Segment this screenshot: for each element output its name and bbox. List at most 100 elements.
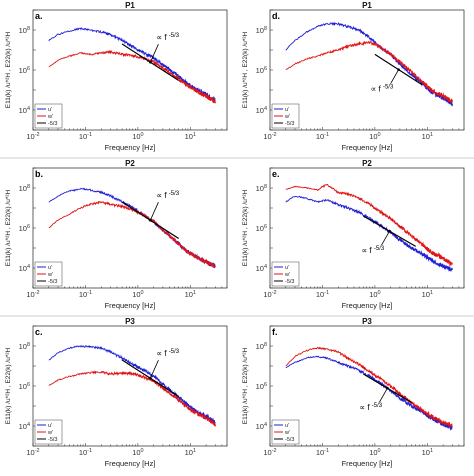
legend-entry: u' (285, 423, 289, 429)
y-axis-label: E11(k) /u*²H , E22(k) /u*²H (5, 31, 12, 108)
panel-label: b. (35, 169, 43, 179)
legend-entry: u' (48, 265, 52, 271)
panel-title: P1 (362, 1, 372, 10)
plot-frame (32, 9, 228, 131)
x-tick-label: 100 (369, 290, 380, 299)
y-tick-label: 104 (256, 264, 267, 273)
y-tick-label: 104 (19, 422, 30, 431)
w-series-line (48, 370, 216, 427)
y-tick-label: 104 (256, 106, 267, 115)
x-axis-label: Frequency [Hz] (105, 459, 156, 468)
panel-title: P2 (362, 159, 372, 168)
legend-entry: w' (47, 272, 53, 278)
x-tick-label: 10-2 (263, 448, 276, 457)
x-tick-label: 10-2 (263, 290, 276, 299)
y-tick-label: 108 (256, 342, 267, 351)
annotation-arrow (379, 388, 388, 403)
x-tick-label: 10-1 (316, 290, 329, 299)
x-tick-label: 10-2 (26, 132, 39, 141)
panel-title: P3 (362, 317, 372, 326)
spectrum-panel-f: 10-2 10-1 100 101 104 106 108 ∝ f -5/3 u'w'-5/3 P… (242, 317, 465, 468)
y-tick-label: 106 (19, 382, 30, 391)
annotation-arrow (381, 230, 390, 246)
annotation-arrow-head (388, 229, 391, 233)
legend-entry: -5/3 (48, 279, 57, 285)
annotation-arrow (390, 69, 399, 84)
y-tick-label: 104 (256, 422, 267, 431)
w-series-line (285, 40, 453, 105)
y-tick-label: 108 (256, 184, 267, 193)
y-tick-label: 108 (256, 26, 267, 35)
x-tick-label: 101 (185, 290, 196, 299)
y-tick-label: 106 (256, 382, 267, 391)
legend-entry: u' (48, 423, 52, 429)
x-tick-label: 10-2 (26, 290, 39, 299)
x-tick-label: 101 (422, 448, 433, 457)
legend-entry: u' (285, 265, 289, 271)
x-tick-label: 10-1 (316, 132, 329, 141)
y-tick-label: 106 (256, 66, 267, 75)
x-tick-label: 10-2 (26, 448, 39, 457)
y-axis-label: E11(k) /u*²H , E22(k) /u*²H (242, 31, 249, 108)
legend-entry: -5/3 (48, 437, 57, 443)
x-axis-label: Frequency [Hz] (342, 459, 393, 468)
y-axis-label: E11(k) /u*²H , E22(k) /u*²H (242, 347, 249, 424)
annotation-arrow-head (149, 376, 152, 380)
x-tick-label: 101 (185, 448, 196, 457)
annotation-arrow-head (397, 68, 400, 71)
x-tick-label: 100 (132, 132, 143, 141)
slope-annotation: ∝ f -5/3 (371, 85, 394, 94)
y-axis-label: E11(k) /u*²H , E22(k) /u*²H (5, 347, 12, 424)
panel-title: P3 (125, 317, 135, 326)
x-axis-label: Frequency [Hz] (105, 301, 156, 310)
w-series-line (48, 49, 216, 104)
annotation-arrow (150, 202, 159, 221)
legend-entry: -5/3 (285, 279, 294, 285)
slope-annotation: ∝ f -5/3 (156, 33, 179, 42)
legend-entry: -5/3 (285, 121, 294, 127)
y-tick-label: 108 (19, 184, 30, 193)
plot-frame (32, 325, 228, 447)
y-axis-label: E11(k) /u*²H , E22(k) /u*²H (242, 189, 249, 266)
u-series-line (48, 27, 216, 103)
y-axis-label: E11(k) /u*²H , E22(k) /u*²H (5, 189, 12, 266)
slope-annotation: ∝ f -5/3 (156, 349, 179, 358)
annotation-arrow-head (149, 218, 152, 222)
x-tick-label: 100 (132, 448, 143, 457)
legend-entry: w' (47, 430, 53, 436)
x-tick-label: 10-1 (79, 132, 92, 141)
annotation-arrow-head (149, 60, 152, 64)
panel-title: P2 (125, 159, 135, 168)
slope-annotation: ∝ f -5/3 (156, 191, 179, 200)
legend-entry: w' (284, 272, 290, 278)
y-tick-label: 108 (19, 342, 30, 351)
y-tick-label: 106 (256, 224, 267, 233)
w-series-line (48, 200, 216, 268)
legend-entry: -5/3 (285, 437, 294, 443)
x-tick-label: 101 (422, 290, 433, 299)
u-series-line (285, 195, 453, 272)
legend-entry: u' (48, 107, 52, 113)
x-tick-label: 10-1 (79, 448, 92, 457)
spectrum-panel-e: 10-2 10-1 100 101 104 106 108 ∝ f -5/3 u'w'-5/3 P… (242, 159, 465, 310)
panel-label: c. (35, 327, 43, 337)
x-tick-label: 101 (422, 132, 433, 141)
y-tick-label: 104 (19, 264, 30, 273)
legend-entry: w' (47, 114, 53, 120)
x-tick-label: 101 (185, 132, 196, 141)
panel-label: e. (272, 169, 280, 179)
legend-entry: -5/3 (48, 121, 57, 127)
spectrum-panel-d: 10-2 10-1 100 101 104 106 108 ∝ f -5/3 u'w'-5/3 P… (242, 1, 465, 152)
y-tick-label: 106 (19, 224, 30, 233)
spectrum-panel-c: 10-2 10-1 100 101 104 106 108 ∝ f -5/3 u'w'-5/3 P… (5, 317, 228, 468)
x-tick-label: 10-1 (316, 448, 329, 457)
plot-frame (32, 167, 228, 289)
annotation-arrow (150, 44, 159, 63)
x-tick-label: 100 (132, 290, 143, 299)
x-tick-label: 10-1 (79, 290, 92, 299)
x-tick-label: 100 (369, 448, 380, 457)
x-axis-label: Frequency [Hz] (342, 143, 393, 152)
x-axis-label: Frequency [Hz] (342, 301, 393, 310)
y-tick-label: 106 (19, 66, 30, 75)
